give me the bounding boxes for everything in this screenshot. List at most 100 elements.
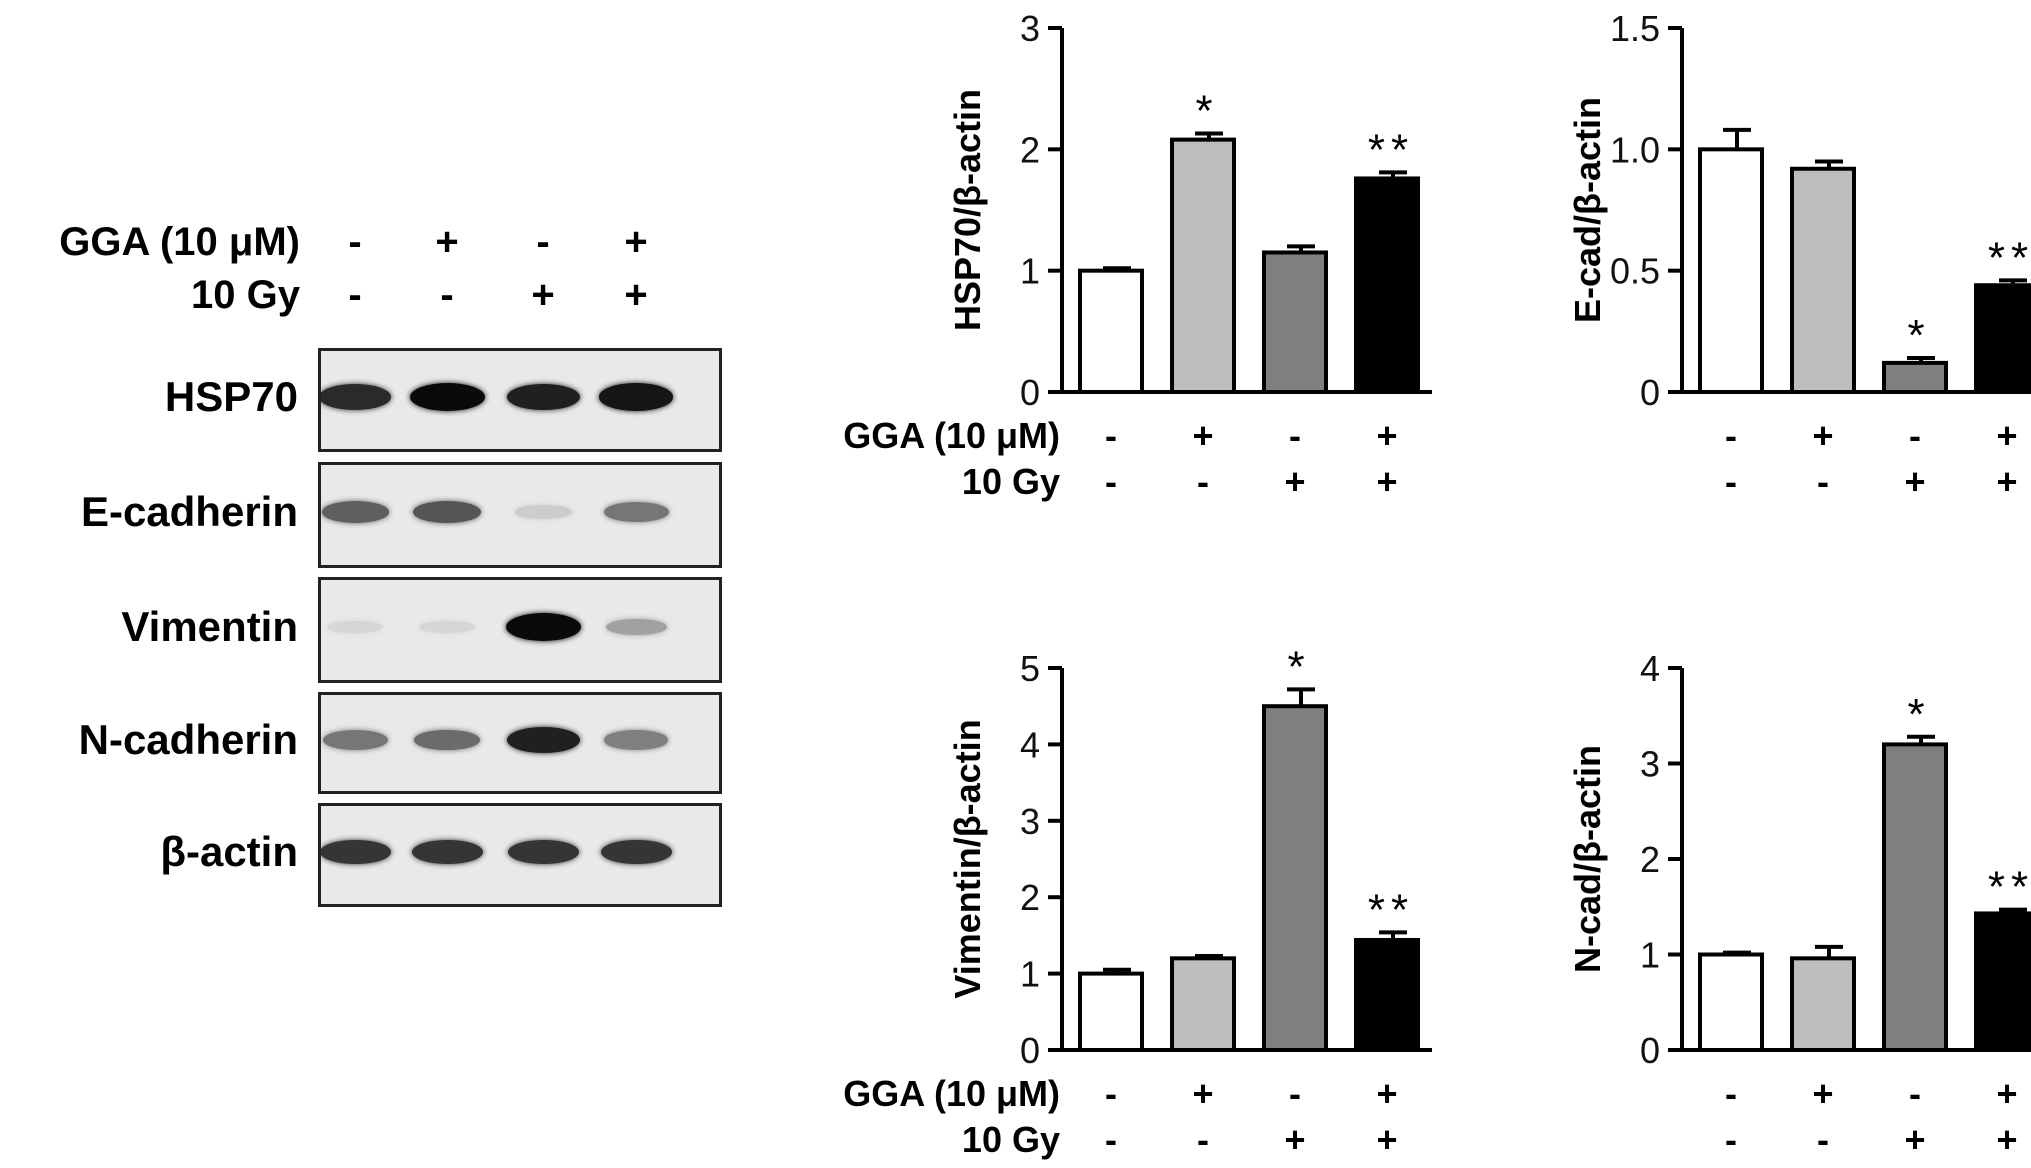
blot-band <box>409 383 485 411</box>
y-tick-label: 3 <box>1020 801 1040 842</box>
blot-protein-label: β-actin <box>160 828 298 875</box>
bar <box>1078 971 1144 1053</box>
bar <box>1262 704 1328 1052</box>
condition-sign: + <box>1376 461 1397 502</box>
y-tick-label: 0 <box>1640 372 1660 413</box>
condition-label: 10 Gy <box>962 1119 1060 1160</box>
blot-panel <box>318 577 722 683</box>
bar <box>1170 137 1236 394</box>
bar <box>1354 937 1420 1053</box>
y-tick-label: 2 <box>1020 877 1040 918</box>
condition-sign: + <box>1812 415 1833 456</box>
bar <box>1974 283 2031 394</box>
blot-panel <box>318 462 722 568</box>
y-tick-label: 4 <box>1020 724 1040 765</box>
blot-band <box>600 839 672 865</box>
y-tick-label: 0.5 <box>1610 251 1660 292</box>
bar <box>1882 360 1948 395</box>
y-axis-label: N-cad/β-actin <box>1567 745 1608 973</box>
blot-band <box>506 383 580 411</box>
bar <box>1170 956 1236 1053</box>
blot-band <box>599 383 673 411</box>
y-tick-label: 2 <box>1020 129 1040 170</box>
condition-sign: + <box>1904 461 1925 502</box>
condition-label: 10 Gy <box>962 461 1060 502</box>
blot-band <box>514 505 572 519</box>
blot-band <box>414 729 480 751</box>
bar <box>1698 147 1764 394</box>
blot-band <box>604 730 668 750</box>
blot-protein-label: E-cadherin <box>80 488 298 535</box>
blot-condition-sign: + <box>435 220 459 264</box>
blot-condition-sign: - <box>348 273 362 317</box>
blot-protein-label: N-cadherin <box>78 716 298 763</box>
condition-sign: - <box>1725 461 1737 502</box>
blot-panel <box>318 803 722 907</box>
condition-sign: - <box>1725 1119 1737 1160</box>
condition-label: GGA (10 μM) <box>843 415 1060 456</box>
bar <box>1262 250 1328 394</box>
condition-sign: + <box>1996 461 2017 502</box>
condition-sign: - <box>1725 1073 1737 1114</box>
condition-sign: - <box>1105 1119 1117 1160</box>
bar <box>1790 166 1856 394</box>
blot-band <box>507 839 579 865</box>
blot-protein-label: Vimentin <box>121 603 298 650</box>
y-tick-label: 3 <box>1020 8 1040 49</box>
condition-sign: - <box>1105 1073 1117 1114</box>
condition-sign: + <box>1284 1119 1305 1160</box>
blot-condition-sign: - <box>536 220 550 264</box>
y-axis-label: E-cad/β-actin <box>1567 97 1608 323</box>
blot-condition-label: 10 Gy <box>191 273 300 317</box>
blot-condition-sign: + <box>624 273 648 317</box>
condition-sign: - <box>1909 1073 1921 1114</box>
y-tick-label: 1.5 <box>1610 8 1660 49</box>
y-axis-label: Vimentin/β-actin <box>947 719 988 998</box>
blot-condition-sign: + <box>531 273 555 317</box>
y-tick-label: 1 <box>1020 954 1040 995</box>
blot-band <box>321 839 391 865</box>
significance-mark: * <box>1907 690 1930 739</box>
bar <box>1790 956 1856 1053</box>
condition-sign: + <box>1284 461 1305 502</box>
significance-mark: * <box>1907 311 1930 360</box>
ecad-bar-chart: 00.51.01.5E-cad/β-actin***- + - +- - + + <box>1567 8 2031 502</box>
bar <box>1078 268 1144 394</box>
y-tick-label: 1.0 <box>1610 129 1660 170</box>
condition-sign: - <box>1105 461 1117 502</box>
blot-protein-label: HSP70 <box>164 373 298 420</box>
blot-condition-sign: + <box>624 220 648 264</box>
y-tick-label: 1 <box>1020 251 1040 292</box>
condition-sign: - <box>1105 415 1117 456</box>
bar <box>1354 176 1420 394</box>
condition-label: GGA (10 μM) <box>843 1073 1060 1114</box>
condition-sign: + <box>1812 1073 1833 1114</box>
condition-sign: + <box>1192 1073 1213 1114</box>
blot-band <box>321 384 391 410</box>
blot-band <box>605 618 667 636</box>
y-axis-label: HSP70/β-actin <box>947 89 988 331</box>
condition-sign: - <box>1289 1073 1301 1114</box>
blot-condition-sign: - <box>348 220 362 264</box>
condition-sign: + <box>1376 415 1397 456</box>
significance-mark: ** <box>1988 863 2031 912</box>
y-tick-label: 4 <box>1640 648 1660 689</box>
condition-sign: + <box>1192 415 1213 456</box>
blot-band <box>322 730 388 750</box>
condition-sign: - <box>1909 415 1921 456</box>
condition-sign: + <box>1904 1119 1925 1160</box>
blot-panel <box>318 348 722 452</box>
condition-sign: + <box>1996 415 2017 456</box>
condition-sign: - <box>1725 415 1737 456</box>
y-tick-label: 2 <box>1640 839 1660 880</box>
y-tick-label: 0 <box>1020 1030 1040 1071</box>
y-tick-label: 0 <box>1640 1030 1660 1071</box>
blot-panel <box>318 692 722 794</box>
condition-sign: - <box>1197 1119 1209 1160</box>
y-tick-label: 3 <box>1640 744 1660 785</box>
bar <box>1698 952 1764 1052</box>
condition-sign: + <box>1376 1119 1397 1160</box>
